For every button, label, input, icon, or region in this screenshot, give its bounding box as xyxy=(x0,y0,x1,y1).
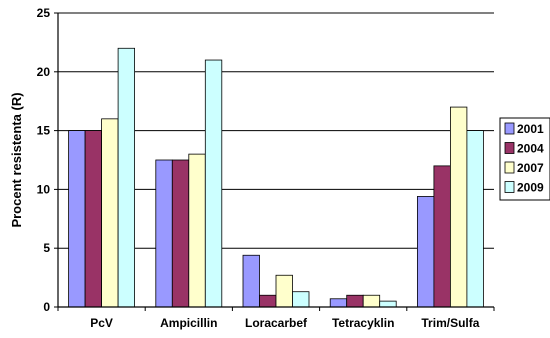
y-tick-label: 5 xyxy=(43,241,50,255)
bar-2009-pcv xyxy=(117,47,135,308)
bar-2009-loracarbef xyxy=(292,291,310,308)
x-tick-label: PcV xyxy=(90,316,113,330)
legend-swatch-2007 xyxy=(504,161,515,174)
bar-2001-tetracyklin xyxy=(329,298,348,308)
legend-label-2007: 2007 xyxy=(517,161,544,175)
y-tick-label: 10 xyxy=(37,182,51,196)
legend-label-2009: 2009 xyxy=(517,181,544,195)
legend-swatch-2004 xyxy=(504,142,515,154)
bar-2009-trim-sulfa xyxy=(466,130,484,308)
x-tick-label: Tetracyklin xyxy=(332,316,394,330)
y-tick-label: 15 xyxy=(37,124,51,138)
x-tick-label: Ampicillin xyxy=(160,316,217,330)
bar-2001-loracarbef xyxy=(242,254,260,308)
bar-2009-ampicillin xyxy=(204,59,223,308)
bars-group xyxy=(68,47,484,308)
axes xyxy=(54,12,495,311)
bar-2004-loracarbef xyxy=(259,294,277,308)
bar-2007-pcv xyxy=(101,118,119,308)
legend-swatch-2001 xyxy=(504,122,515,135)
legend-label-2004: 2004 xyxy=(517,142,544,156)
bar-2001-pcv xyxy=(68,130,86,308)
bar-2001-trim-sulfa xyxy=(416,196,435,308)
legend: 2001 2004 2007 2009 xyxy=(499,117,550,201)
bar-2009-tetracyklin xyxy=(379,300,397,308)
bar-2004-ampicillin xyxy=(171,159,190,308)
y-tick-labels: 0 5 10 15 20 25 xyxy=(37,6,51,314)
y-axis-title: Procent resistenta (R) xyxy=(9,92,24,227)
bar-2007-ampicillin xyxy=(188,153,206,308)
x-tick-label: Trim/Sulfa xyxy=(421,316,479,330)
bar-2001-ampicillin xyxy=(155,159,173,308)
y-tick-label: 25 xyxy=(37,6,51,20)
bar-2007-loracarbef xyxy=(275,274,293,308)
x-tick-labels: PcV Ampicillin Loracarbef Tetracyklin Trim/S… xyxy=(90,316,479,330)
bar-2004-pcv xyxy=(84,130,102,308)
legend-label-2001: 2001 xyxy=(517,122,544,136)
bar-2007-trim-sulfa xyxy=(449,106,468,308)
x-tick-label: Loracarbef xyxy=(245,316,308,330)
y-tick-label: 20 xyxy=(37,65,51,79)
bar-2007-tetracyklin xyxy=(362,294,381,308)
bar-2004-tetracyklin xyxy=(346,294,364,308)
bar-2004-trim-sulfa xyxy=(433,165,451,308)
legend-swatch-2009 xyxy=(504,181,515,193)
y-tick-label: 0 xyxy=(43,300,50,314)
